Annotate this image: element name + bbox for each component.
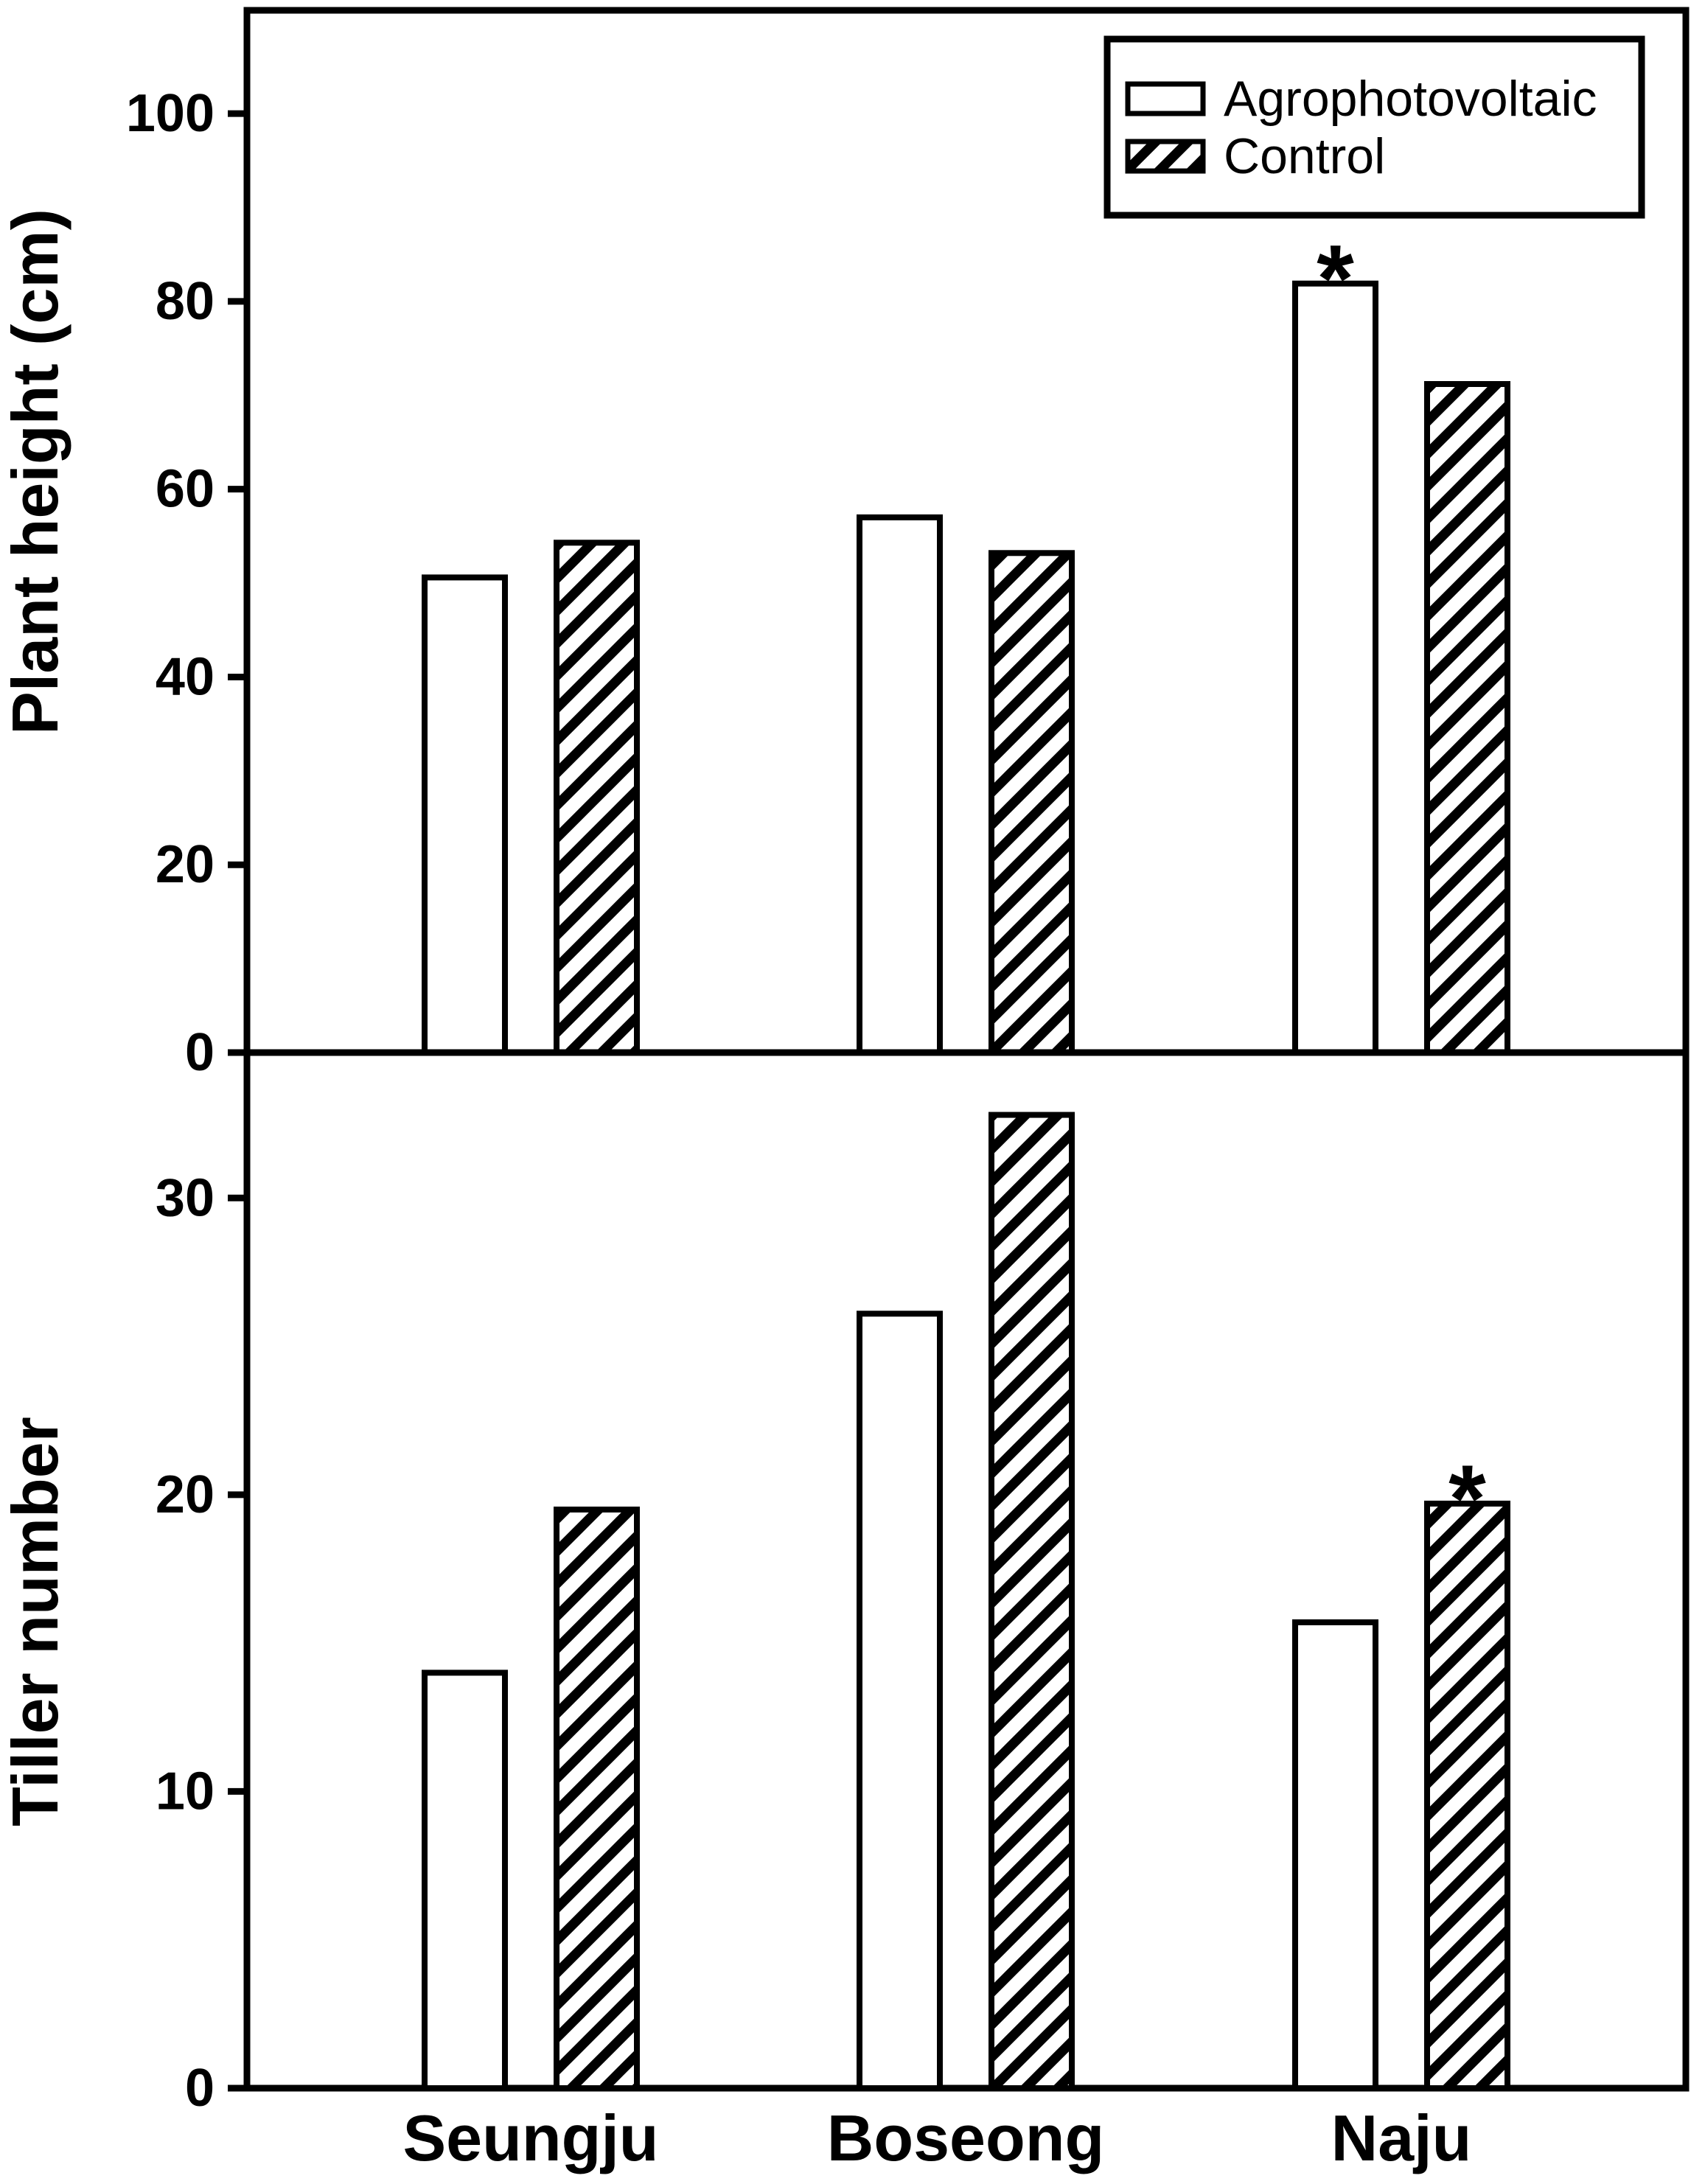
y-tick-label-bottom-10: 10 — [156, 1762, 215, 1821]
bar-top-seungju-control — [554, 540, 640, 1056]
legend: Agrophotovoltaic Control — [1103, 35, 1645, 219]
bar-bottom-naju-control — [1424, 1500, 1510, 2091]
legend-swatch-agrophotovoltaic — [1125, 81, 1206, 116]
bar-bottom-seungju-control — [554, 1506, 640, 2091]
legend-label-control: Control — [1224, 128, 1385, 184]
legend-box — [1103, 35, 1645, 219]
y-axis-title-plant-height: Plant height (cm) — [0, 209, 72, 735]
bar-top-naju-control — [1424, 381, 1510, 1056]
bar-top-naju-agrophotovoltaic — [1292, 280, 1378, 1056]
y-tick-label-top-80: 80 — [156, 272, 215, 331]
bar-top-boseong-control — [989, 550, 1075, 1056]
significance-asterisk-bottom-naju-control: * — [1448, 1445, 1486, 1552]
y-tick-label-top-40: 40 — [156, 647, 215, 706]
legend-label-agrophotovoltaic: Agrophotovoltaic — [1224, 71, 1597, 127]
panel-frame-bottom — [243, 1049, 1690, 2092]
y-axis-title-tiller-number: Tiller number — [0, 1417, 72, 1827]
x-axis-label-seungju: Seungju — [402, 2101, 658, 2174]
legend-swatch-control — [1125, 139, 1206, 174]
x-axis-label-boseong: Boseong — [827, 2101, 1104, 2174]
y-tick-label-bottom-0: 0 — [185, 2059, 215, 2118]
y-tick-label-top-100: 100 — [126, 84, 215, 143]
y-tick-label-bottom-20: 20 — [156, 1465, 215, 1524]
y-tick-label-top-0: 0 — [185, 1023, 215, 1082]
y-tick-label-top-20: 20 — [156, 835, 215, 894]
bar-bottom-boseong-agrophotovoltaic — [857, 1311, 943, 2091]
significance-asterisk-top-naju-agrophotovoltaic: * — [1317, 225, 1354, 332]
bar-top-seungju-agrophotovoltaic — [422, 574, 508, 1056]
y-tick-label-top-60: 60 — [156, 460, 215, 519]
bar-bottom-seungju-agrophotovoltaic — [422, 1670, 508, 2091]
chart-generated-layer: 0 20 40 60 80 100 * 0 10 20 30 * — [126, 7, 1690, 2118]
x-axis-label-naju: Naju — [1331, 2101, 1472, 2174]
bar-bottom-naju-agrophotovoltaic — [1292, 1619, 1378, 2091]
bar-top-boseong-agrophotovoltaic — [857, 514, 943, 1056]
y-tick-label-bottom-30: 30 — [156, 1168, 215, 1227]
bar-bottom-boseong-control — [989, 1112, 1075, 2091]
